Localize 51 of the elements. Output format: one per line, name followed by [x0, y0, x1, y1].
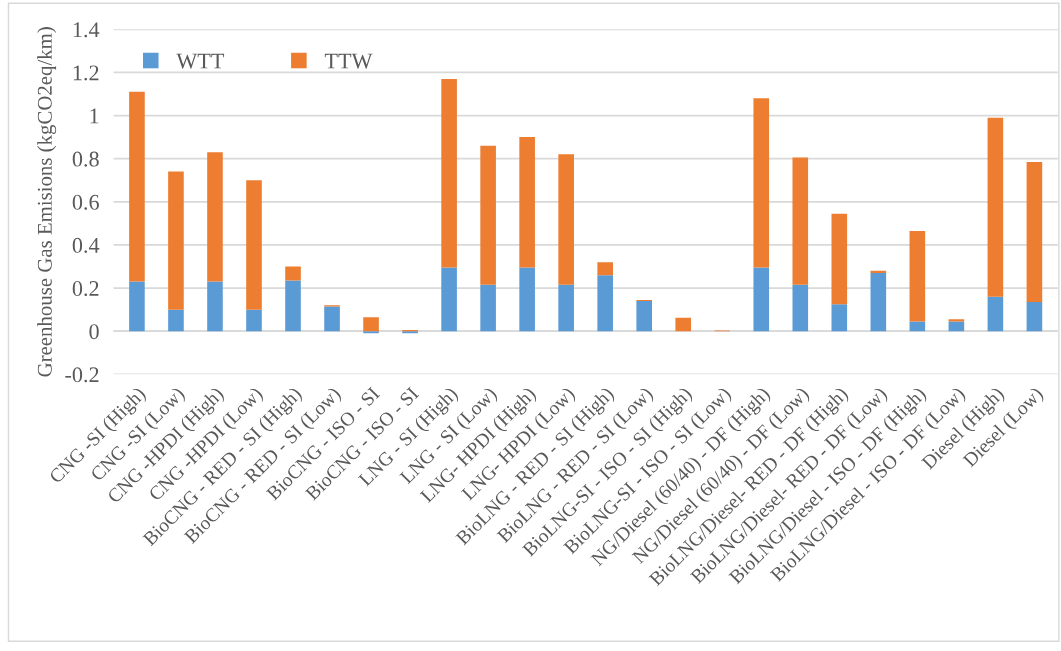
- bar: [207, 152, 223, 282]
- bar: [519, 267, 535, 332]
- y-tick-label: 1.4: [73, 22, 100, 38]
- bar: [246, 180, 262, 310]
- bar: [363, 317, 379, 332]
- bar: [480, 145, 496, 285]
- bar: [675, 317, 692, 332]
- bar: [168, 171, 184, 310]
- bar: [753, 267, 770, 332]
- y-tick-label: 0.2: [72, 281, 99, 297]
- bar: [363, 331, 379, 334]
- bar: [831, 213, 848, 305]
- y-tick-label: 1.2: [73, 65, 99, 81]
- bar: [909, 321, 926, 332]
- bar: [597, 275, 613, 332]
- bar: [792, 284, 809, 332]
- bar: [129, 91, 145, 282]
- bar: [285, 266, 301, 281]
- bar: [909, 230, 926, 322]
- bar: [948, 321, 965, 332]
- bar: [519, 137, 535, 268]
- bar: [870, 272, 887, 332]
- bar: [597, 262, 613, 276]
- bar: [480, 284, 496, 332]
- bar: [207, 281, 223, 332]
- bar: [558, 284, 574, 332]
- bar: [246, 309, 262, 332]
- bar: [1026, 161, 1043, 303]
- bar: [324, 306, 340, 332]
- y-tick-label: 0.8: [72, 151, 99, 167]
- bar: [441, 78, 457, 268]
- bar: [636, 301, 653, 332]
- bar: [753, 98, 770, 268]
- bar: [129, 281, 145, 332]
- y-axis-title: Greenhouse Gas Emisions (kgCO2eq/km): [37, 27, 57, 377]
- y-tick-label: -0.2: [65, 367, 99, 383]
- y-tick-label: 0.6: [72, 194, 99, 210]
- y-tick-label: 1: [90, 108, 99, 124]
- legend-label: WTT: [176, 53, 225, 69]
- bar: [558, 154, 574, 285]
- bar: [441, 267, 457, 332]
- bar: [987, 296, 1004, 332]
- y-tick-label: 0.4: [72, 237, 100, 253]
- bar: [987, 117, 1004, 297]
- bar: [285, 280, 301, 332]
- bar: [1026, 302, 1043, 332]
- y-tick-label: 0: [89, 324, 99, 340]
- bar: [792, 157, 809, 285]
- bar: [831, 304, 848, 332]
- legend-label: TTW: [324, 53, 373, 69]
- bar: [168, 309, 184, 332]
